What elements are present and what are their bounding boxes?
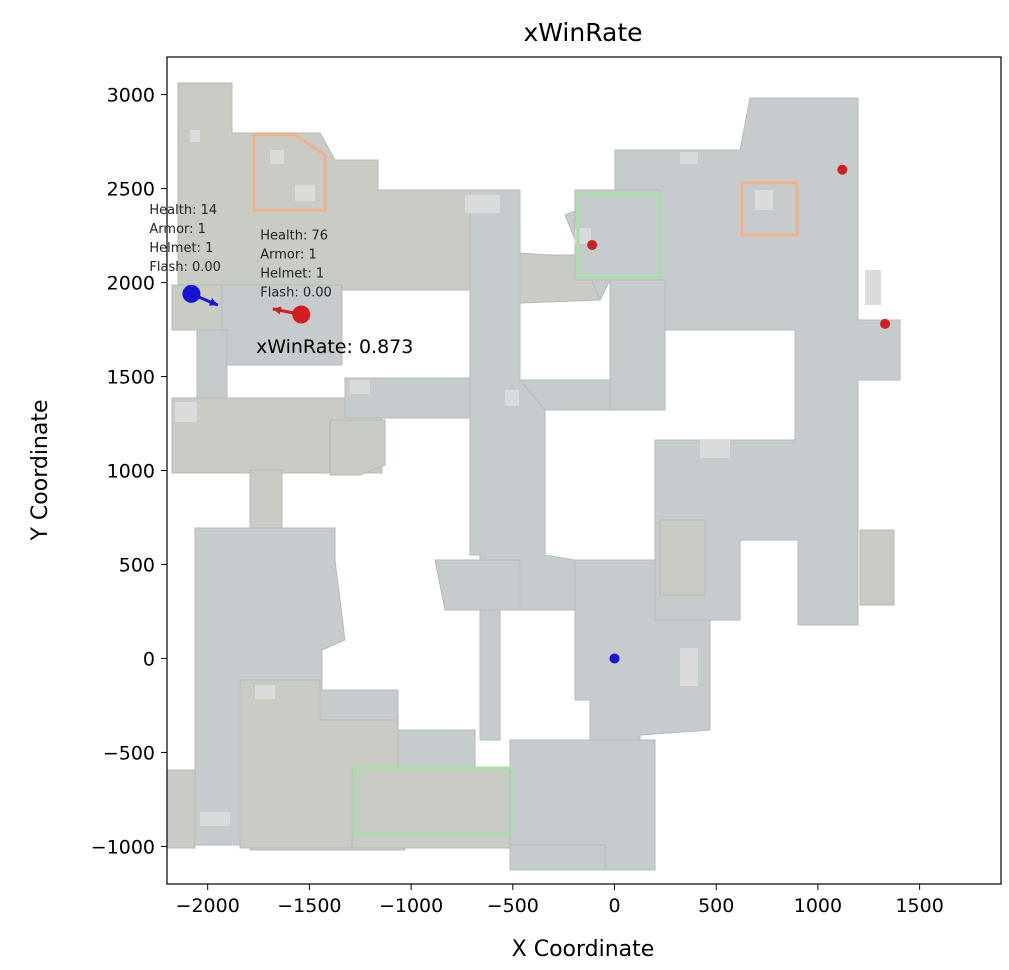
red-player-stat-label: Helmet: 1 bbox=[260, 266, 324, 281]
y-tick-label: 1000 bbox=[107, 461, 155, 483]
y-tick-label: −1000 bbox=[91, 836, 155, 858]
y-tick-label: 500 bbox=[119, 554, 155, 576]
y-tick-label: 1500 bbox=[107, 367, 155, 389]
blue-player-stat-label: Armor: 1 bbox=[149, 222, 206, 237]
chart-title: xWinRate bbox=[523, 18, 642, 47]
x-axis: −2000 −1500 −1000 −500 0 500 1000 1500 bbox=[176, 884, 944, 917]
x-tick-label: 1000 bbox=[794, 895, 842, 917]
x-tick-label: −2000 bbox=[176, 895, 240, 917]
blue-player-stat-label: Helmet: 1 bbox=[149, 241, 213, 256]
player-labels: Health: 14 Armor: 1 Helmet: 1 Flash: 0.00 He… bbox=[149, 203, 331, 301]
red-player-stat-label: Health: 76 bbox=[260, 228, 328, 243]
red-player-stat-label: Flash: 0.00 bbox=[260, 285, 332, 300]
player-markers bbox=[182, 164, 891, 664]
y-tick-label: 2000 bbox=[107, 273, 155, 295]
y-tick-label: 3000 bbox=[107, 85, 155, 107]
map-overview-image bbox=[167, 82, 901, 871]
win-rate-annotation: xWinRate: 0.873 bbox=[256, 336, 413, 358]
x-tick-label: 500 bbox=[698, 895, 734, 917]
red-player-marker bbox=[587, 239, 598, 250]
x-tick-label: −1000 bbox=[379, 895, 443, 917]
x-tick-label: 0 bbox=[608, 895, 620, 917]
red-player-marker-highlighted bbox=[292, 305, 311, 324]
x-axis-label: X Coordinate bbox=[512, 937, 655, 962]
x-tick-label: −1500 bbox=[277, 895, 341, 917]
x-tick-label: −500 bbox=[487, 895, 539, 917]
red-player-stat-label: Armor: 1 bbox=[260, 247, 317, 262]
blue-player-marker bbox=[609, 653, 620, 664]
y-tick-label: 2500 bbox=[107, 179, 155, 201]
y-tick-label: 0 bbox=[143, 648, 155, 670]
blue-player-stat-label: Flash: 0.00 bbox=[149, 260, 221, 275]
red-player-arrowhead bbox=[272, 306, 282, 315]
blue-player-arrowhead bbox=[208, 298, 218, 306]
y-axis-label: Y Coordinate bbox=[28, 399, 53, 541]
red-player-marker bbox=[880, 318, 891, 329]
y-tick-label: −500 bbox=[103, 742, 155, 764]
y-axis: −1000 −500 0 500 1000 1500 2000 2500 3000 bbox=[91, 85, 167, 858]
x-tick-label: 1500 bbox=[895, 895, 943, 917]
blue-player-stat-label: Health: 14 bbox=[149, 203, 217, 218]
red-player-marker bbox=[837, 164, 848, 175]
blue-player-marker-highlighted bbox=[182, 284, 201, 303]
